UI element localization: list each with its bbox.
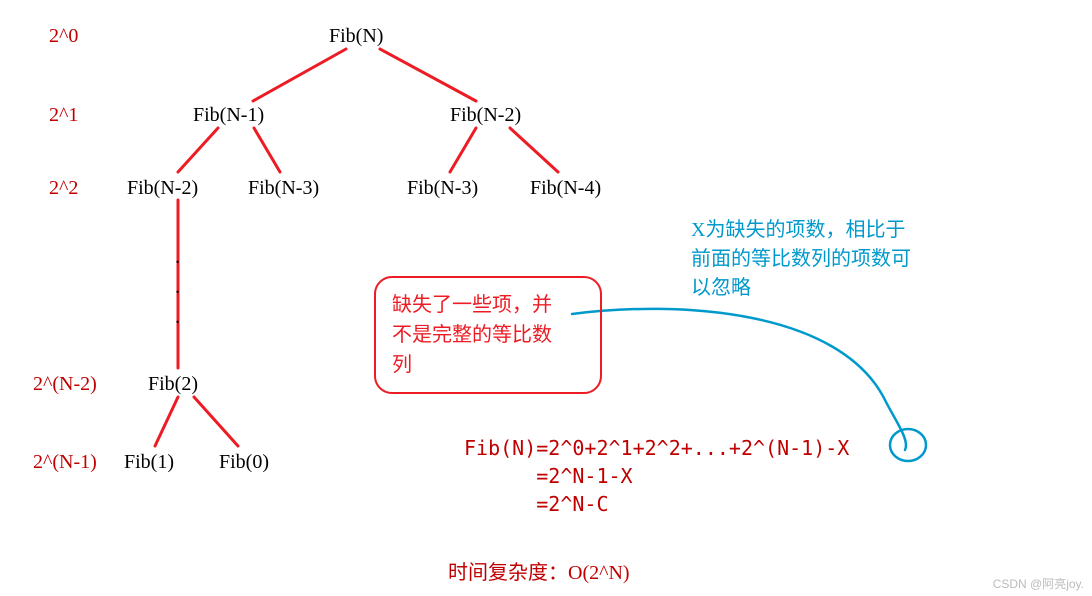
time-complexity: 时间复杂度：O(2^N): [448, 556, 630, 585]
tree-node-fib1: Fib(1): [124, 451, 174, 474]
tree-node-root: Fib(N): [329, 25, 383, 48]
tree-node-l2d: Fib(N-4): [530, 177, 601, 200]
tree-node-dots3: .: [175, 306, 180, 329]
tree-node-l1b: Fib(N-2): [450, 104, 521, 127]
tree-node-dots1: .: [175, 246, 180, 269]
tree-edge: [450, 128, 476, 172]
level-label: 2^2: [49, 177, 78, 200]
tree-edge: [254, 128, 280, 172]
missing-terms-callout: 缺失了一些项，并不是完整的等比数列: [374, 276, 602, 394]
callout-line: 不是完整的等比数: [392, 320, 584, 350]
blue-note: X为缺失的项数，相比于前面的等比数列的项数可以忽略: [691, 216, 911, 303]
tree-edge: [194, 397, 238, 446]
callout-line: 缺失了一些项，并: [392, 290, 584, 320]
tree-edge: [155, 397, 178, 446]
callout-line: 列: [392, 350, 584, 380]
tree-node-l1a: Fib(N-1): [193, 104, 264, 127]
blue-note-line: 前面的等比数列的项数可: [691, 245, 911, 274]
tree-node-l2c: Fib(N-3): [407, 177, 478, 200]
level-label: 2^0: [49, 25, 78, 48]
level-label: 2^1: [49, 104, 78, 127]
formula-block: Fib(N)=2^0+2^1+2^2+...+2^(N-1)-X =2^N-1-…: [464, 434, 849, 518]
blue-note-line: 以忽略: [691, 274, 911, 303]
tree-node-fib0: Fib(0): [219, 451, 269, 474]
tree-edge: [510, 128, 558, 172]
tree-edge: [178, 128, 218, 172]
tree-node-l2b: Fib(N-3): [248, 177, 319, 200]
level-label: 2^(N-1): [33, 451, 97, 474]
tree-node-dots2: .: [175, 276, 180, 299]
blue-note-line: X为缺失的项数，相比于: [691, 216, 911, 245]
watermark: CSDN @阿亮joy.: [993, 575, 1084, 592]
blue-curve: [572, 309, 906, 450]
tree-node-fib2: Fib(2): [148, 373, 198, 396]
tree-edge: [253, 49, 346, 101]
x-circle: [890, 429, 926, 461]
level-label: 2^(N-2): [33, 373, 97, 396]
tree-node-l2a: Fib(N-2): [127, 177, 198, 200]
tree-edge: [380, 49, 476, 101]
